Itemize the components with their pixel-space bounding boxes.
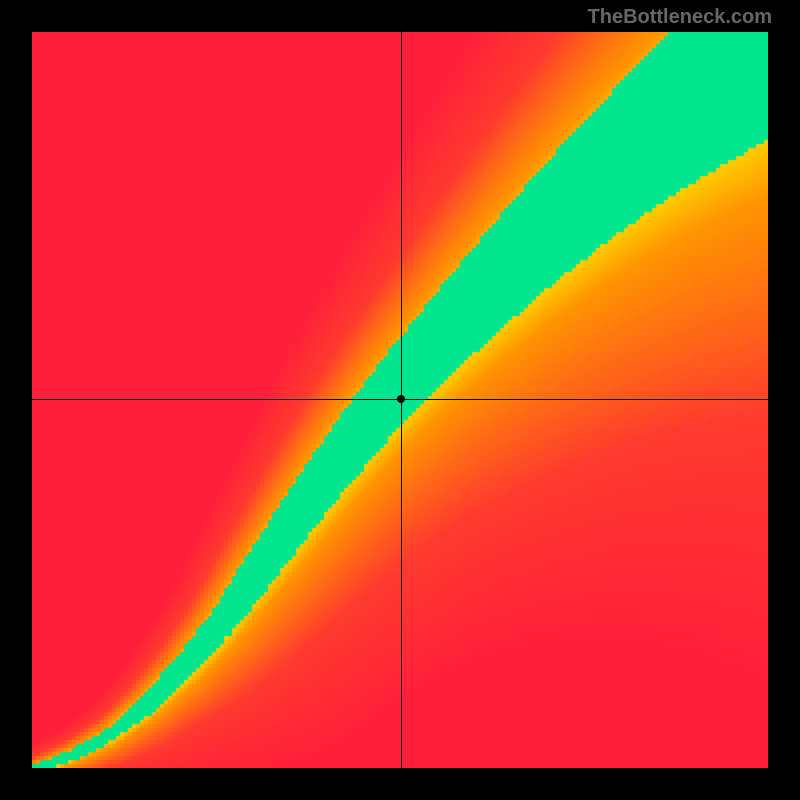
watermark-text: TheBottleneck.com — [588, 6, 772, 29]
heatmap-plot — [32, 32, 768, 768]
crosshair-marker — [397, 395, 405, 403]
chart-container: TheBottleneck.com — [0, 0, 800, 800]
